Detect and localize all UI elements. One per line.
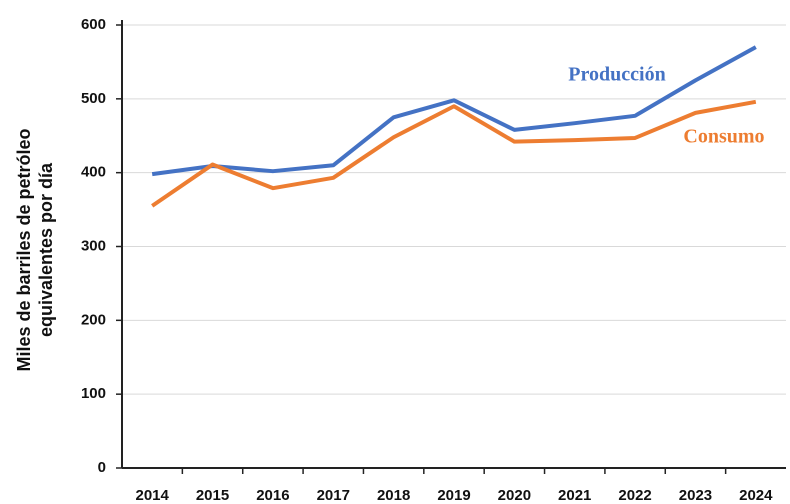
x-tick-label: 2021: [558, 487, 591, 504]
series-label: Producción: [568, 64, 665, 86]
x-tick-label: 2016: [256, 487, 289, 504]
x-tick-label: 2017: [317, 487, 350, 504]
y-tick-label: 0: [98, 459, 106, 476]
x-tick-label: 2014: [135, 487, 169, 504]
y-axis-title: Miles de barriles de petróleo equivalent…: [14, 128, 56, 371]
y-tick-label: 400: [81, 164, 106, 181]
x-tick-label: 2024: [739, 487, 773, 504]
series-line: [151, 45, 757, 177]
y-tick-label: 600: [81, 16, 106, 33]
y-axis-title-line: equivalentes por día: [36, 162, 56, 337]
x-tick-label: 2015: [196, 487, 229, 504]
x-tick-label: 2022: [618, 487, 651, 504]
x-tick-label: 2023: [679, 487, 712, 504]
x-tick-label: 2019: [437, 487, 470, 504]
y-tick-label: 200: [81, 311, 106, 328]
series-line: [151, 99, 757, 208]
x-tick-label: 2020: [498, 487, 531, 504]
y-axis-title-line: Miles de barriles de petróleo: [14, 128, 34, 371]
x-tick-label: 2018: [377, 487, 410, 504]
y-tick-label: 100: [81, 385, 106, 402]
y-tick-label: 300: [81, 237, 106, 254]
series-label: Consumo: [683, 126, 764, 148]
y-tick-label: 500: [81, 90, 106, 107]
